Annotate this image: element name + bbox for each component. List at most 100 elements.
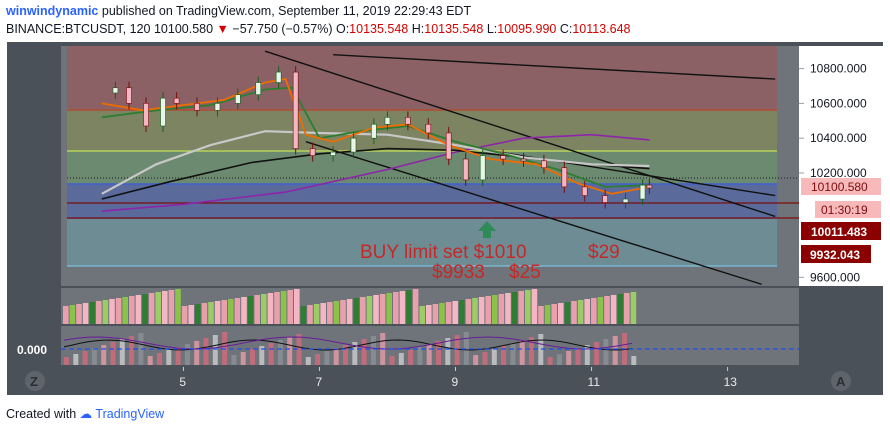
y-tick-label-4: 9600.000 [810,270,860,284]
volume-bar [551,304,557,324]
candle-body-30 [646,184,653,189]
indicator-tick-label: 0.000 [17,343,47,357]
osc-bar [538,334,544,365]
candle-body-11 [292,71,299,149]
volume-bar [478,297,485,324]
candle-body-6 [194,103,200,111]
volume-bar [426,305,432,324]
volume-bar [214,301,221,324]
volume-bar [267,293,274,324]
volume-bar [353,298,359,324]
volume-bar [195,304,201,324]
candle-body-25 [561,167,568,188]
osc-bar [212,335,218,365]
osc-bar [324,351,330,365]
volume-bar [472,298,478,324]
annotation-25: $25 [509,262,541,283]
volume-bar [366,296,373,324]
zoom-icon: Z [30,374,38,389]
annotation-9933: $9933 [432,262,485,283]
osc-bar [389,356,395,365]
candle-body-16 [384,117,391,125]
zoom-button[interactable]: Z [25,371,45,391]
osc-bar [547,357,553,365]
osc-bar [231,355,237,365]
volume-bar [439,303,445,324]
volume-bar [412,289,419,324]
x-tick-label-2: 9 [452,375,459,389]
volume-bar [610,295,617,324]
osc-bar [417,347,423,365]
osc-line-signal [63,336,633,350]
volume-bar [399,291,406,324]
ma-purple-line [101,133,650,212]
high-value: 10135.548 [424,22,484,36]
candle-body-27 [602,195,608,203]
price-tag-current [801,178,881,195]
y-tick-group: 10800.000 10600.000 10400.000 10200.000 9600… [799,62,867,284]
osc-bar [333,348,339,365]
auto-scale-button[interactable]: A [831,371,851,391]
volume-bar [327,302,333,324]
zoom-button-circle[interactable] [25,371,45,391]
time-axis[interactable] [61,367,799,394]
osc-bar [454,335,460,365]
osc-bar [110,342,116,365]
open-value: 10135.548 [349,22,409,36]
osc-bar [296,334,302,365]
volume-bar [525,290,531,324]
candle-body-18 [425,123,432,134]
tradingview-link[interactable]: TradingView [95,407,165,421]
volume-bar [406,290,412,324]
candle-body-8 [235,94,241,104]
volume-bar [201,303,208,324]
volume-bar [76,304,82,324]
volume-bar [102,300,109,324]
volume-bar [604,296,610,324]
osc-bar [147,356,153,365]
candle-body-19 [445,132,452,160]
y-tick-label-1: 10600.000 [810,96,867,110]
volume-bar [511,292,518,324]
volume-bars [63,289,637,324]
candle-body-3 [143,103,149,127]
volume-bar [597,297,604,324]
candle-body-14 [350,137,357,153]
osc-bar [315,354,321,365]
osc-bar [408,350,414,365]
volume-bar [115,298,122,324]
volume-bar [544,305,551,324]
auto-scale-button-circle[interactable] [831,371,851,391]
candle-body-1 [112,87,119,94]
osc-bar [482,352,488,365]
trendline-3 [333,53,776,80]
osc-bar [343,345,348,365]
osc-bar [268,343,274,365]
volume-bar [445,302,452,324]
volume-bar [393,292,399,324]
volume-bar [69,305,76,324]
high-label: H: [411,22,425,36]
osc-bar [194,341,200,365]
volume-bar [518,291,524,324]
y-tick-label-3: 10200.000 [810,166,867,180]
publish-line: winwindynamic published on TradingView.c… [6,4,471,18]
osc-line-main [63,339,633,351]
author-link[interactable]: winwindynamic [6,4,99,18]
open-label: O: [335,22,350,36]
osc-bar [594,342,600,365]
volume-bar [624,293,630,324]
volume-bar [333,301,340,324]
osc-bar [556,354,562,365]
osc-bar [82,351,88,365]
x-tick-label-1: 7 [315,375,322,389]
volume-bar [505,293,511,324]
osc-bar [519,340,525,365]
volume-bar [135,295,142,324]
volume-bar [419,306,425,324]
volume-bar [181,306,188,324]
volume-bar [168,290,175,324]
annotation-29: $29 [588,242,620,263]
volume-bar [459,300,465,324]
